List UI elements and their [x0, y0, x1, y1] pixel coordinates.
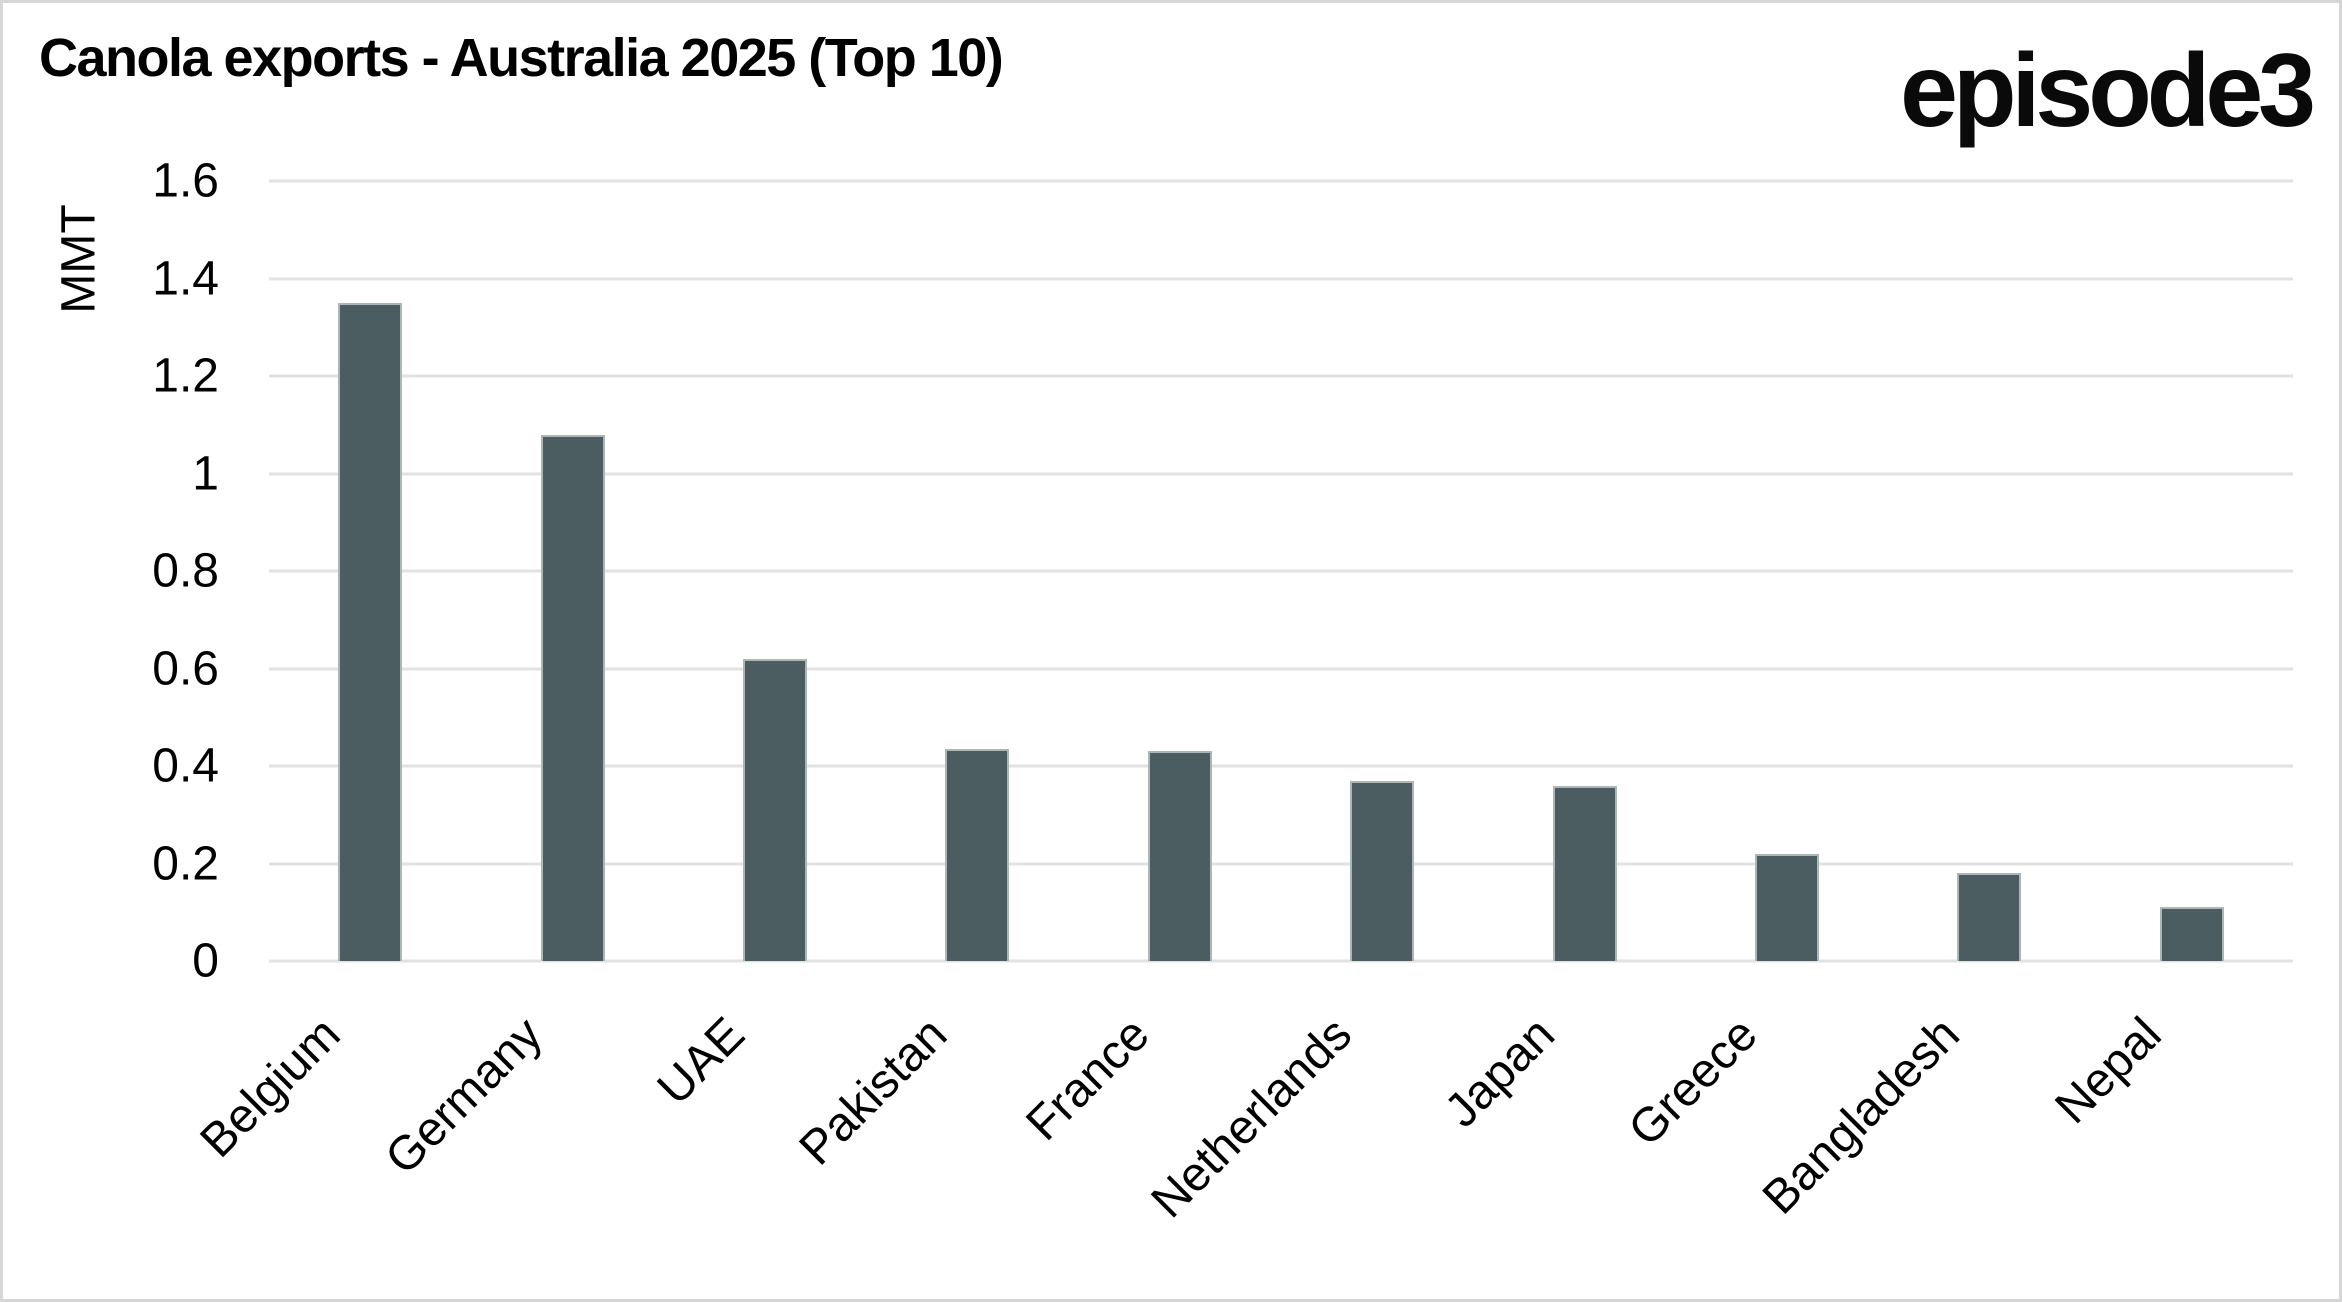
x-tick-label: Japan [1434, 1007, 1565, 1138]
gridline [269, 959, 2293, 963]
bar-greece [1755, 853, 1819, 961]
gridline [269, 179, 2293, 183]
gridline [269, 277, 2293, 280]
x-tick-label: Germany [375, 1007, 553, 1185]
y-tick-label: 1 [192, 447, 219, 500]
plot-area: 0 0.2 0.4 0.6 0.8 1 1.2 1.4 1.6 Belgium Germany UAE… [152, 155, 2293, 1228]
bar-germany [540, 434, 605, 961]
bar-belgium [338, 302, 403, 961]
x-tick-label: Netherlands [1141, 1007, 1363, 1229]
bar-netherlands [1350, 780, 1415, 961]
y-tick-label: 1.2 [152, 349, 219, 403]
gridline [269, 569, 2293, 573]
episode3-logo: episode3 [1900, 33, 2316, 149]
y-tick-label: 0.2 [152, 837, 219, 890]
y-tick-label: 0 [192, 934, 219, 988]
chart-title: Canola exports - Australia 2025 (Top 10) [39, 28, 1004, 88]
gridline [269, 667, 2293, 670]
bar-bangladesh [1957, 873, 2022, 961]
x-tick-label: Greece [1618, 1007, 1768, 1157]
x-tick-label: Pakistan [789, 1007, 958, 1176]
x-tick-label: UAE [647, 1007, 756, 1115]
y-tick-label: 0.4 [152, 739, 219, 793]
y-axis-title: MMT [52, 204, 106, 314]
bar-france [1147, 751, 1212, 961]
y-tick-label: 1.6 [152, 154, 219, 208]
gridline [269, 374, 2293, 378]
bar-pakistan [945, 748, 1010, 961]
gridline [269, 862, 2293, 865]
bar-nepal [2159, 907, 2224, 961]
gridline [269, 472, 2293, 475]
x-tick-label: France [1016, 1007, 1160, 1151]
y-tick-label: 1.4 [152, 252, 219, 305]
bar-japan [1552, 785, 1617, 961]
x-tick-label: Bangladesh [1752, 1007, 1970, 1225]
x-tick-label: Nepal [2045, 1007, 2172, 1134]
y-tick-label: 0.8 [152, 544, 219, 598]
bar-uae [743, 658, 807, 961]
gridline [269, 764, 2293, 768]
x-tick-label: Belgium [190, 1007, 351, 1168]
y-tick-label: 0.6 [152, 642, 219, 695]
